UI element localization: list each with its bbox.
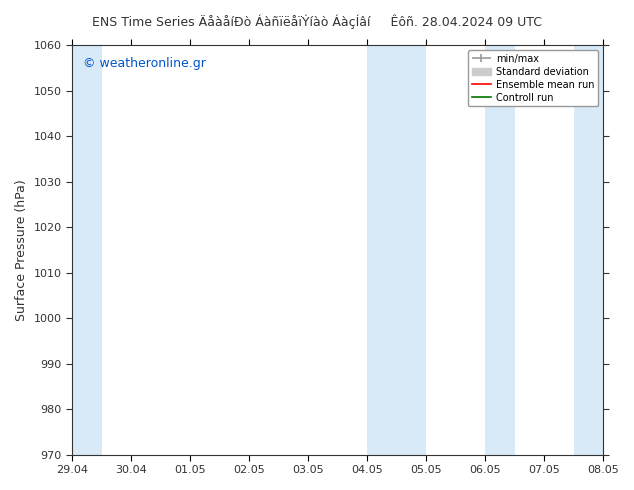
Text: ENS Time Series ÄåàåíÐò ÁàñïëåïÝíàò ÁàçÍâí     Êôñ. 28.04.2024 09 UTC: ENS Time Series ÄåàåíÐò ÁàñïëåïÝíàò ÁàçÍ… <box>92 15 542 29</box>
Bar <box>574 45 603 455</box>
Bar <box>367 45 426 455</box>
Legend: min/max, Standard deviation, Ensemble mean run, Controll run: min/max, Standard deviation, Ensemble me… <box>468 50 598 106</box>
Text: © weatheronline.gr: © weatheronline.gr <box>82 57 205 71</box>
Bar <box>485 45 515 455</box>
Bar <box>72 45 101 455</box>
Y-axis label: Surface Pressure (hPa): Surface Pressure (hPa) <box>15 179 28 320</box>
